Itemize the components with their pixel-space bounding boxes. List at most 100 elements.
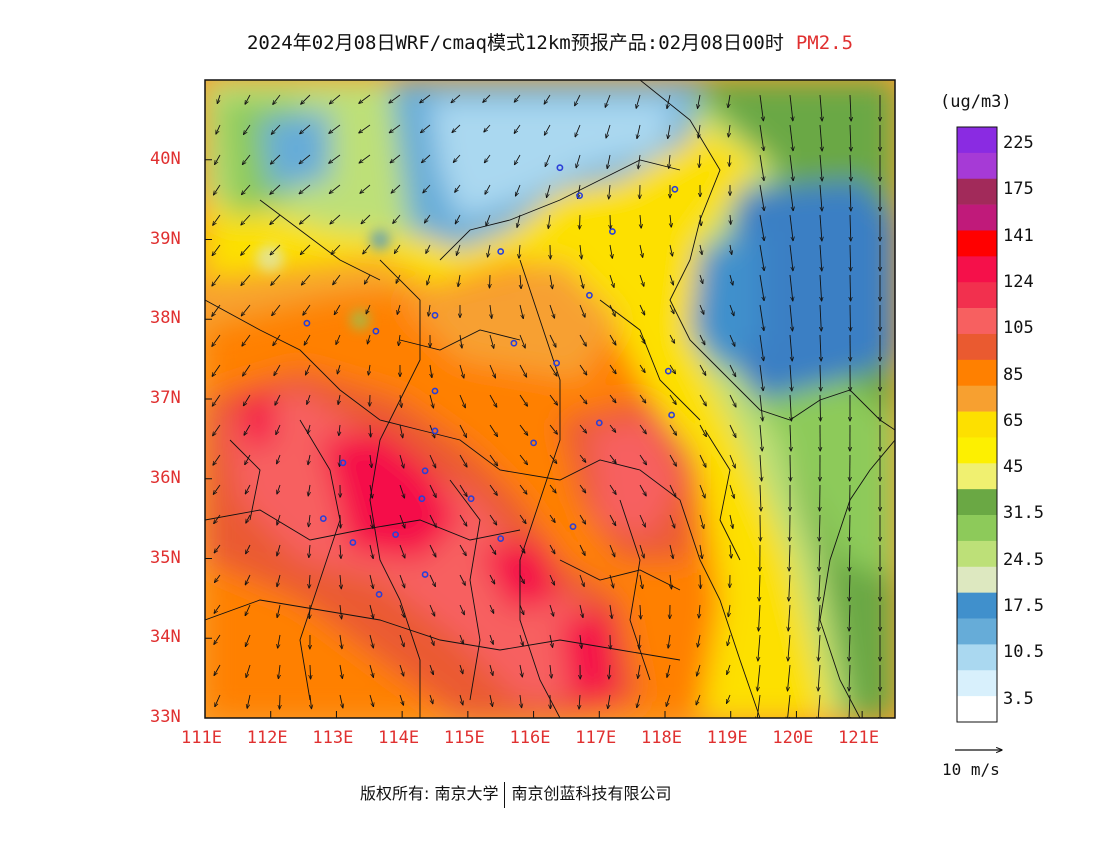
wind-arrow [579, 454, 586, 462]
city-marker [609, 228, 616, 235]
wind-arrow [430, 364, 432, 378]
wind-arrow [367, 334, 370, 344]
wind-arrow [820, 304, 821, 331]
wind-arrow [818, 694, 821, 718]
wind-arrow [453, 154, 461, 162]
wind-arrow [490, 274, 491, 288]
wind-arrow [850, 244, 851, 271]
wind-arrow [246, 664, 251, 678]
wind-arrow [760, 454, 762, 481]
wind-arrow [789, 304, 793, 331]
wind-arrow [361, 214, 371, 224]
wind-arrow [459, 634, 464, 644]
wind-arrow [459, 484, 467, 497]
wind-arrow [789, 334, 792, 361]
wind-arrow [426, 244, 431, 253]
wind-arrow [849, 514, 850, 541]
legend-label: 225 [1003, 133, 1034, 153]
wind-arrow [729, 484, 734, 498]
wind-arrow [340, 514, 341, 528]
wind-arrow [850, 214, 851, 241]
wind-arrow [519, 484, 527, 494]
wind-arrow [241, 214, 251, 225]
wind-arrow [455, 214, 461, 224]
wind-arrow [609, 484, 616, 494]
wind-arrow [760, 484, 761, 511]
wind-arrow [329, 184, 341, 194]
legend-swatch [957, 178, 997, 205]
wind-arrow [429, 664, 433, 675]
footer-right: 南京创蓝科技有限公司 [511, 784, 672, 803]
legend-label: 10.5 [1003, 642, 1044, 663]
wind-arrow [544, 94, 551, 104]
city-marker [339, 459, 347, 467]
wind-arrow [270, 214, 281, 225]
wind-arrow [359, 154, 371, 163]
wind-arrow [610, 604, 612, 619]
wind-arrow [391, 184, 401, 193]
wind-arrow [459, 694, 463, 705]
wind-arrow [579, 604, 583, 618]
wind-arrow [699, 484, 705, 498]
wind-arrow [310, 694, 312, 709]
wind-arrow [849, 574, 850, 601]
wind-arrow [759, 94, 763, 121]
wind-arrow [698, 94, 701, 108]
wind-arrow [667, 664, 671, 677]
wind-arrow [580, 634, 582, 648]
wind-arrow [669, 394, 676, 405]
wind-arrow [849, 634, 850, 661]
wind-arrow [579, 484, 586, 493]
wind-arrow [451, 94, 461, 103]
wind-arrow [421, 124, 431, 133]
wind-arrow [669, 454, 676, 466]
wind-arrow [519, 574, 524, 584]
wind-arrow [489, 514, 497, 525]
wind-arrow [399, 664, 404, 676]
wind-arrow [549, 304, 555, 318]
wind-arrow [818, 664, 820, 691]
wind-arrow [639, 424, 646, 434]
wind-arrow [609, 664, 610, 679]
lon-label: 116E [509, 728, 551, 748]
wind-arrow [213, 424, 221, 436]
wind-arrow [370, 454, 372, 468]
wind-arrow [819, 514, 820, 541]
wind-arrow [214, 634, 221, 644]
wind-arrow [270, 244, 281, 255]
wind-arrow [727, 694, 731, 703]
wind-arrow [363, 244, 371, 254]
wind-arrow [214, 604, 221, 613]
lon-label: 114E [378, 728, 420, 748]
city-marker [569, 523, 577, 530]
chart-title: 2024年02月08日WRF/cmaq模式12km预报产品:02月08日00时 P… [0, 28, 1100, 55]
wind-arrow [339, 694, 343, 708]
wind-arrow [429, 604, 435, 616]
wind-arrow [759, 124, 764, 151]
wind-arrow [515, 154, 521, 165]
footer-separator [504, 781, 506, 808]
wind-arrow [759, 304, 764, 331]
legend-label: 124 [1003, 271, 1034, 292]
wind-arrow [580, 214, 581, 229]
wind-arrow [609, 574, 614, 588]
wind-arrow [698, 124, 700, 138]
wind-arrow [309, 604, 310, 619]
wind-arrow [549, 514, 555, 523]
lon-label: 115E [443, 728, 485, 748]
wind-arrow [759, 394, 763, 421]
wind-arrow [329, 154, 341, 163]
wind-arrow [666, 694, 671, 706]
lon-label: 118E [641, 728, 682, 748]
wind-arrow [276, 424, 281, 435]
wind-arrow [399, 694, 404, 705]
wind-arrow [420, 94, 431, 103]
wind-arrow [579, 694, 580, 709]
wind-arrow [340, 544, 341, 559]
legend-label: 3.5 [1003, 688, 1034, 709]
wind-arrow [489, 574, 495, 584]
color-legend [956, 126, 998, 723]
wind-arrow [609, 544, 615, 557]
wind-arrow [519, 334, 525, 348]
wind-arrow [489, 424, 498, 437]
